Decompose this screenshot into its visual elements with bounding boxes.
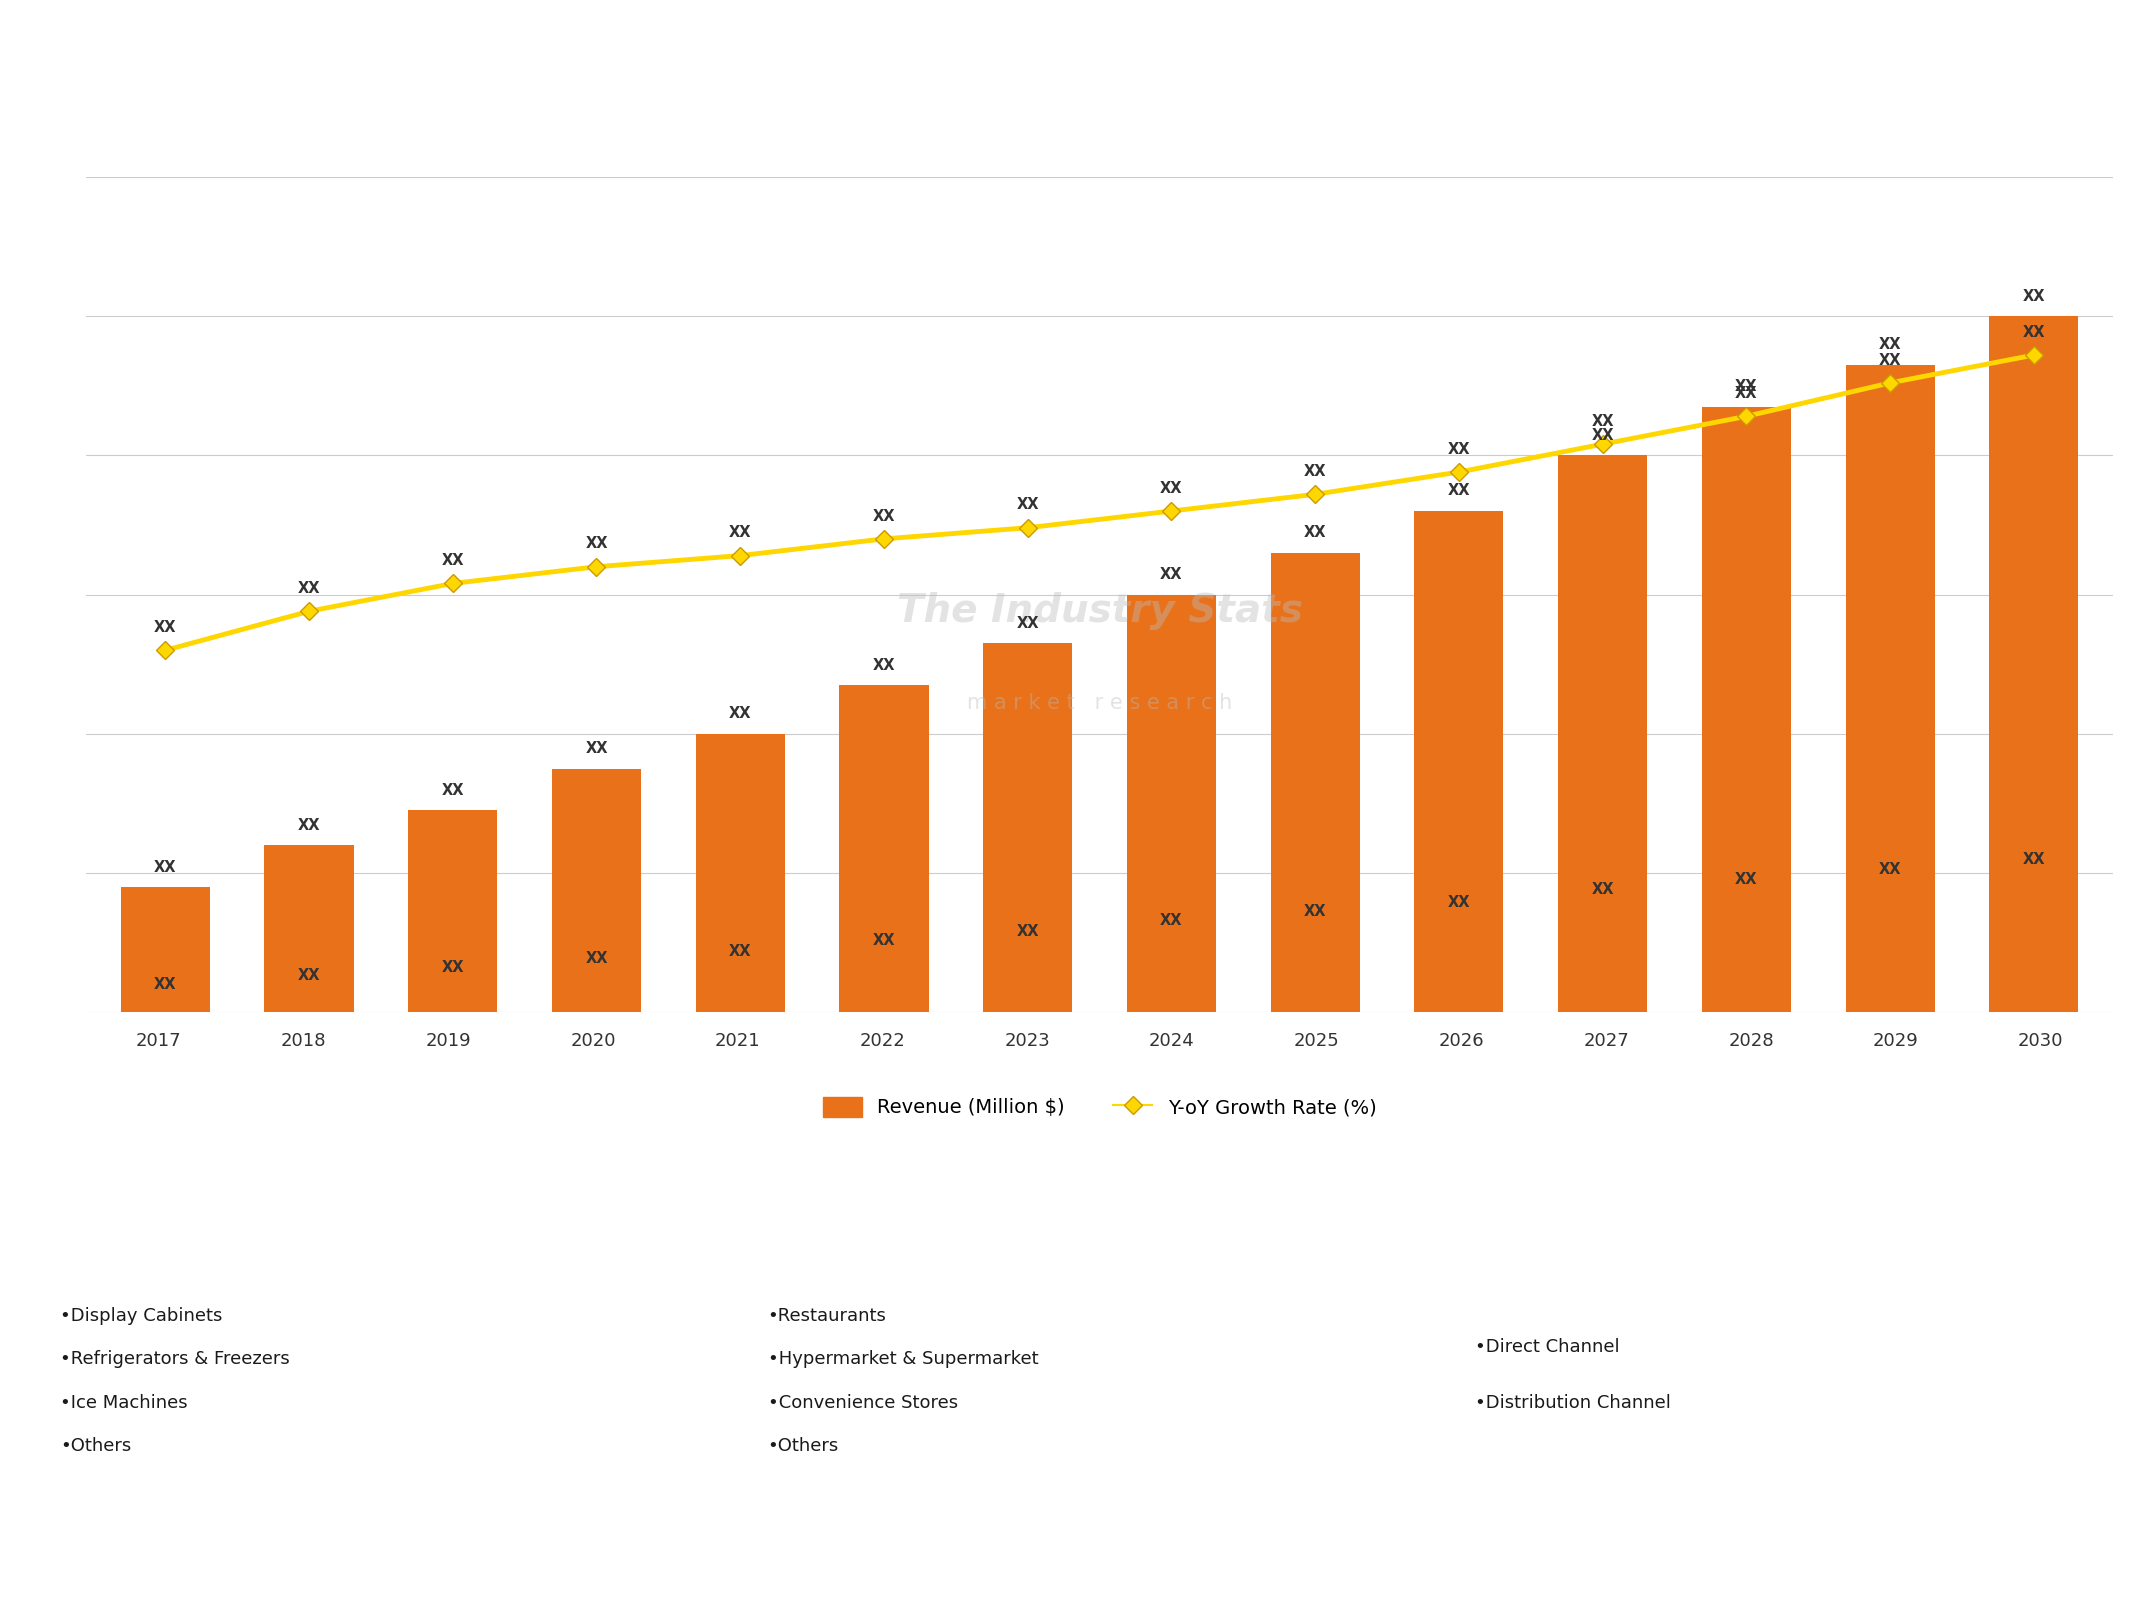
- Text: XX: XX: [1736, 871, 1757, 887]
- Bar: [1414, 511, 1503, 1012]
- Text: XX: XX: [584, 537, 608, 551]
- Text: 2021: 2021: [716, 1032, 761, 1051]
- Bar: [121, 887, 209, 1012]
- Legend: Revenue (Million $), Y-oY Growth Rate (%): Revenue (Million $), Y-oY Growth Rate (%…: [813, 1088, 1386, 1127]
- Text: XX: XX: [1591, 882, 1615, 897]
- Text: XX: XX: [1160, 480, 1184, 495]
- Text: 2020: 2020: [569, 1032, 617, 1051]
- Text: 2022: 2022: [860, 1032, 906, 1051]
- Text: XX: XX: [1447, 895, 1470, 910]
- Bar: [1990, 317, 2078, 1012]
- Text: •Convenience Stores: •Convenience Stores: [768, 1393, 957, 1411]
- Text: XX: XX: [1015, 924, 1039, 938]
- Text: XX: XX: [1015, 498, 1039, 513]
- Text: XX: XX: [1878, 863, 1902, 877]
- Text: XX: XX: [442, 553, 464, 569]
- Text: XX: XX: [1591, 415, 1615, 429]
- Text: XX: XX: [298, 967, 321, 983]
- Text: 2019: 2019: [425, 1032, 470, 1051]
- Text: XX: XX: [2022, 852, 2046, 866]
- Text: 2025: 2025: [1294, 1032, 1339, 1051]
- Text: XX: XX: [298, 818, 321, 832]
- Text: XX: XX: [729, 943, 752, 959]
- Text: Website: www.theindustrystats.com: Website: www.theindustrystats.com: [1723, 1546, 2091, 1564]
- Text: XX: XX: [1447, 484, 1470, 498]
- Text: m a r k e t   r e s e a r c h: m a r k e t r e s e a r c h: [966, 693, 1233, 714]
- Text: 2023: 2023: [1005, 1032, 1050, 1051]
- Bar: [1846, 365, 1934, 1012]
- Bar: [265, 845, 354, 1012]
- Text: XX: XX: [873, 508, 895, 524]
- Bar: [983, 643, 1072, 1012]
- Bar: [407, 810, 498, 1012]
- Text: XX: XX: [584, 741, 608, 757]
- Text: •Hypermarket & Supermarket: •Hypermarket & Supermarket: [768, 1350, 1039, 1368]
- Text: Fig. Global Commercial Refrigerator & Freezer Market Status and Outlook: Fig. Global Commercial Refrigerator & Fr…: [26, 35, 1294, 64]
- Text: XX: XX: [1304, 525, 1326, 540]
- Text: XX: XX: [153, 620, 177, 635]
- Text: •Others: •Others: [768, 1437, 839, 1456]
- Text: XX: XX: [1878, 352, 1902, 368]
- Bar: [1559, 455, 1647, 1012]
- Bar: [696, 734, 785, 1012]
- Text: Email: sales@theindustrystats.com: Email: sales@theindustrystats.com: [901, 1546, 1255, 1564]
- Text: XX: XX: [1304, 903, 1326, 919]
- Bar: [552, 768, 640, 1012]
- Text: XX: XX: [1447, 442, 1470, 456]
- Text: XX: XX: [442, 783, 464, 799]
- Text: XX: XX: [1878, 337, 1902, 352]
- Text: 2018: 2018: [280, 1032, 326, 1051]
- Text: XX: XX: [584, 951, 608, 966]
- Bar: [839, 685, 929, 1012]
- Text: XX: XX: [2022, 325, 2046, 339]
- Text: 2028: 2028: [1729, 1032, 1774, 1051]
- Text: XX: XX: [1304, 464, 1326, 479]
- Text: The Industry Stats: The Industry Stats: [897, 593, 1302, 630]
- Text: •Ice Machines: •Ice Machines: [60, 1393, 188, 1411]
- Text: XX: XX: [442, 961, 464, 975]
- Text: XX: XX: [298, 582, 321, 596]
- Bar: [1701, 407, 1792, 1012]
- Text: XX: XX: [1736, 386, 1757, 402]
- Text: Sales Channels: Sales Channels: [1705, 1216, 1865, 1236]
- Text: XX: XX: [729, 707, 752, 722]
- Text: •Display Cabinets: •Display Cabinets: [60, 1306, 222, 1324]
- Text: 2024: 2024: [1149, 1032, 1194, 1051]
- Text: Product Types: Product Types: [298, 1216, 444, 1236]
- Text: XX: XX: [1591, 427, 1615, 444]
- Text: 2030: 2030: [2018, 1032, 2063, 1051]
- Text: XX: XX: [1015, 615, 1039, 632]
- Text: XX: XX: [1160, 913, 1184, 927]
- Text: •Restaurants: •Restaurants: [768, 1306, 886, 1324]
- Text: Source: Theindustrystats Analysis: Source: Theindustrystats Analysis: [65, 1546, 410, 1564]
- Text: XX: XX: [153, 860, 177, 874]
- Text: 2029: 2029: [1874, 1032, 1919, 1051]
- Bar: [1128, 595, 1216, 1012]
- Text: 2026: 2026: [1438, 1032, 1483, 1051]
- Text: XX: XX: [1160, 567, 1184, 582]
- Text: •Others: •Others: [60, 1437, 132, 1456]
- Text: XX: XX: [1736, 379, 1757, 394]
- Text: 2027: 2027: [1583, 1032, 1630, 1051]
- Text: XX: XX: [729, 525, 752, 540]
- Text: XX: XX: [873, 934, 895, 948]
- Text: XX: XX: [2022, 289, 2046, 304]
- Text: •Direct Channel: •Direct Channel: [1475, 1339, 1619, 1356]
- Text: XX: XX: [153, 977, 177, 993]
- Text: •Distribution Channel: •Distribution Channel: [1475, 1393, 1671, 1411]
- Text: •Refrigerators & Freezers: •Refrigerators & Freezers: [60, 1350, 291, 1368]
- Bar: [1270, 553, 1360, 1012]
- Text: Application: Application: [1020, 1216, 1136, 1236]
- Text: 2017: 2017: [136, 1032, 181, 1051]
- Text: XX: XX: [873, 657, 895, 673]
